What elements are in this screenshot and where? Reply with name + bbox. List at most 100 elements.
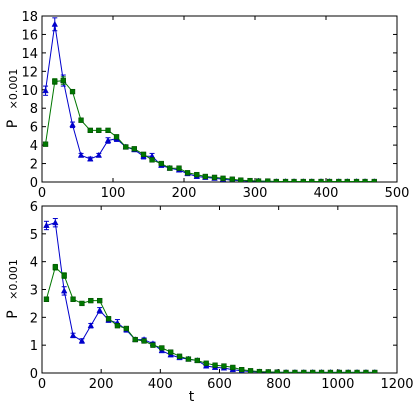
x-tick-label: 600 bbox=[207, 377, 232, 392]
y-tick-label: 1 bbox=[30, 339, 38, 354]
data-point bbox=[353, 178, 360, 182]
data-point bbox=[203, 360, 209, 366]
data-point bbox=[60, 77, 66, 84]
data-point bbox=[371, 178, 377, 182]
data-point bbox=[43, 221, 50, 228]
x-tick-label: 300 bbox=[243, 186, 268, 201]
data-point bbox=[344, 178, 350, 182]
data-point bbox=[184, 170, 191, 176]
data-point bbox=[336, 178, 342, 182]
data-point bbox=[79, 300, 85, 307]
data-point bbox=[113, 134, 120, 140]
data-point bbox=[61, 272, 67, 279]
bottom-panel: 0 200 400 600 800 1000 1200 0 1 2 3 4 5 6 P ×0.001 t bbox=[5, 200, 414, 405]
y-tick-label: 8 bbox=[30, 102, 38, 117]
data-point bbox=[230, 364, 236, 371]
data-point bbox=[326, 178, 333, 182]
data-point bbox=[114, 323, 121, 329]
x-tick-label: 500 bbox=[385, 186, 410, 201]
data-point bbox=[132, 336, 138, 343]
data-point bbox=[354, 369, 360, 373]
data-point bbox=[123, 144, 129, 150]
y-tick-label: 6 bbox=[30, 200, 38, 215]
y-tick-label: 3 bbox=[30, 284, 38, 299]
data-point bbox=[363, 369, 369, 373]
x-tick-label: 800 bbox=[266, 377, 291, 392]
data-point bbox=[194, 171, 200, 178]
data-point bbox=[265, 178, 271, 182]
data-point bbox=[60, 287, 68, 294]
data-point bbox=[292, 369, 298, 373]
y-tick-label: 12 bbox=[21, 65, 38, 80]
data-point bbox=[140, 151, 147, 157]
data-point bbox=[238, 177, 244, 182]
data-point bbox=[105, 127, 111, 134]
data-point bbox=[123, 325, 129, 332]
data-point bbox=[69, 88, 76, 95]
y-tick-label: 2 bbox=[30, 311, 38, 326]
y-tick-label: 4 bbox=[30, 139, 38, 154]
data-point bbox=[247, 177, 253, 182]
data-point bbox=[273, 178, 279, 182]
data-point bbox=[96, 306, 103, 313]
data-point bbox=[69, 331, 77, 338]
data-point bbox=[300, 178, 306, 182]
data-point bbox=[42, 141, 49, 147]
data-point bbox=[158, 160, 164, 167]
data-point bbox=[96, 127, 102, 134]
data-point bbox=[87, 155, 94, 162]
data-point bbox=[78, 337, 86, 344]
data-point bbox=[310, 369, 316, 373]
data-point bbox=[78, 117, 84, 123]
data-point bbox=[372, 369, 378, 373]
data-point bbox=[159, 345, 165, 351]
data-point bbox=[141, 338, 147, 344]
x-tick-label: 200 bbox=[89, 377, 114, 392]
y-tick-label: 0 bbox=[30, 367, 38, 382]
data-point bbox=[220, 175, 226, 181]
data-point bbox=[309, 178, 315, 182]
series-1 bbox=[42, 76, 377, 182]
data-point bbox=[283, 369, 289, 373]
x-tick-label: 100 bbox=[101, 186, 126, 201]
plot-frame bbox=[41, 15, 398, 183]
y-tick-label: 16 bbox=[21, 28, 38, 43]
data-point bbox=[150, 342, 156, 348]
data-point bbox=[52, 219, 59, 226]
data-point bbox=[42, 87, 49, 94]
data-point bbox=[69, 121, 76, 128]
data-point bbox=[211, 174, 218, 181]
x-tick-label: 400 bbox=[314, 186, 339, 201]
data-point bbox=[194, 357, 200, 364]
x-tick-label: 0 bbox=[38, 377, 46, 392]
data-point bbox=[43, 296, 50, 302]
data-point bbox=[202, 173, 208, 180]
y-tick-label: 18 bbox=[21, 10, 38, 25]
data-point bbox=[185, 356, 192, 362]
data-point bbox=[95, 151, 103, 158]
data-point bbox=[52, 78, 58, 85]
y-tick-label: 5 bbox=[30, 228, 38, 243]
data-point bbox=[168, 349, 174, 355]
y-tick-label: 4 bbox=[30, 256, 38, 271]
data-point bbox=[52, 264, 58, 270]
data-point bbox=[255, 178, 262, 182]
data-point bbox=[131, 146, 137, 152]
data-point bbox=[87, 127, 93, 134]
data-point bbox=[301, 369, 307, 373]
y-tick-label: 6 bbox=[30, 121, 38, 136]
data-point bbox=[105, 316, 112, 322]
x-tick-label: 400 bbox=[148, 377, 173, 392]
y-axis-multiplier: ×0.001 bbox=[7, 69, 20, 110]
y-tick-label: 10 bbox=[21, 84, 38, 99]
data-point bbox=[265, 369, 271, 373]
data-point bbox=[97, 297, 103, 304]
data-point bbox=[291, 178, 297, 182]
x-tick-label: 0 bbox=[38, 186, 46, 201]
x-tick-label: 1200 bbox=[380, 377, 413, 392]
data-point bbox=[256, 368, 263, 373]
data-point bbox=[176, 165, 182, 171]
data-point bbox=[282, 178, 289, 182]
y-axis-multiplier: ×0.001 bbox=[7, 259, 20, 300]
